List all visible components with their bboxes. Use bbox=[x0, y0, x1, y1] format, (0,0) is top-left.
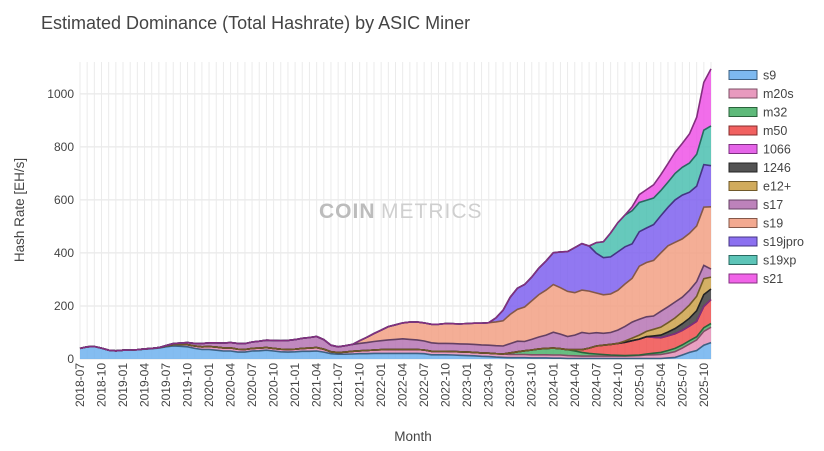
x-tick-label: 2023-01 bbox=[460, 363, 474, 407]
legend-label-1066: 1066 bbox=[763, 143, 791, 157]
x-axis-title: Month bbox=[394, 429, 432, 444]
watermark-coin: COIN bbox=[319, 200, 376, 223]
legend-label-1246: 1246 bbox=[763, 161, 791, 175]
legend-swatch-s19 bbox=[728, 218, 758, 228]
legend-label-m32: m32 bbox=[763, 106, 787, 120]
legend-swatch-e12+ bbox=[728, 181, 758, 191]
legend-swatch-m50 bbox=[728, 125, 758, 136]
series-lines bbox=[79, 68, 712, 360]
x-axis-ticks: 2018-07 2018-10 2019-01 2019-04 2019-07 2019-… bbox=[73, 363, 711, 407]
y-tick-label: 0 bbox=[67, 352, 74, 366]
area-m20s bbox=[80, 327, 711, 359]
y-tick-label: 800 bbox=[54, 140, 74, 154]
y-tick-label: 400 bbox=[54, 246, 74, 260]
x-tick-label: 2020-07 bbox=[245, 363, 259, 407]
legend-swatch-s19jpro bbox=[728, 236, 758, 247]
watermark-metrics: METRICS bbox=[381, 200, 483, 223]
x-tick-label: 2020-01 bbox=[202, 363, 216, 407]
legend-swatch-s17 bbox=[728, 199, 758, 210]
area-m50 bbox=[80, 299, 711, 356]
coinmetrics-watermark: COIN METRICS bbox=[319, 200, 483, 223]
legend-swatch-m20s bbox=[728, 88, 758, 99]
x-tick-label: 2025-07 bbox=[675, 363, 689, 407]
x-tick-label: 2023-04 bbox=[482, 363, 496, 407]
line-s9 bbox=[79, 341, 712, 360]
legend-label-m20s: m20s bbox=[763, 87, 794, 101]
legend-label-s9: s9 bbox=[763, 69, 776, 83]
legend-label-s19jpro: s19jpro bbox=[763, 235, 804, 249]
legend-swatch-1246 bbox=[728, 162, 758, 173]
x-tick-label: 2025-04 bbox=[654, 363, 668, 407]
x-tick-label: 2023-10 bbox=[525, 363, 539, 407]
chart-title: Estimated Dominance (Total Hashrate) by … bbox=[41, 13, 471, 33]
legend-label-s21: s21 bbox=[763, 272, 783, 286]
x-tick-label: 2024-01 bbox=[546, 363, 560, 407]
area-s19 bbox=[80, 206, 711, 351]
x-tick-label: 2024-07 bbox=[589, 363, 603, 407]
area-s19jpro bbox=[80, 164, 711, 351]
x-tick-label: 2021-04 bbox=[310, 363, 324, 407]
x-tick-label: 2024-10 bbox=[611, 363, 625, 407]
legend-label-s17: s17 bbox=[763, 198, 783, 212]
stacked-areas bbox=[80, 68, 711, 359]
x-tick-label: 2025-01 bbox=[632, 363, 646, 407]
x-tick-label: 2024-04 bbox=[568, 363, 582, 407]
legend-label-s19xp: s19xp bbox=[763, 254, 796, 268]
legend-swatch-s21 bbox=[728, 273, 758, 284]
y-tick-label: 1000 bbox=[47, 87, 74, 101]
legend-swatch-s19xp bbox=[728, 255, 758, 265]
x-tick-label: 2018-10 bbox=[95, 363, 109, 407]
x-tick-label: 2021-07 bbox=[331, 363, 345, 407]
x-tick-label: 2019-07 bbox=[159, 363, 173, 407]
x-tick-label: 2020-10 bbox=[267, 363, 281, 407]
legend-label-e12+: e12+ bbox=[763, 180, 791, 194]
x-tick-label: 2021-01 bbox=[288, 363, 302, 407]
x-tick-label: 2022-07 bbox=[417, 363, 431, 407]
area-s9 bbox=[80, 342, 711, 359]
x-tick-label: 2018-07 bbox=[73, 363, 87, 407]
y-axis-title: Hash Rate [EH/s] bbox=[12, 158, 27, 262]
y-tick-label: 600 bbox=[54, 193, 74, 207]
line-s21 bbox=[79, 68, 712, 352]
legend-label-s19: s19 bbox=[763, 217, 783, 231]
legend-swatch-s9 bbox=[728, 70, 758, 80]
legend: s9 m20s m32 m50 1066 1246 e12+ s17 s19 s19jpro s19… bbox=[728, 69, 804, 286]
legend-swatch-1066 bbox=[728, 144, 758, 154]
x-tick-label: 2022-10 bbox=[439, 363, 453, 407]
x-tick-label: 2019-04 bbox=[138, 363, 152, 407]
x-tick-label: 2020-04 bbox=[224, 363, 238, 407]
x-tick-label: 2022-01 bbox=[374, 363, 388, 407]
x-tick-label: 2023-07 bbox=[503, 363, 517, 407]
x-tick-label: 2022-04 bbox=[396, 363, 410, 407]
legend-label-m50: m50 bbox=[763, 124, 787, 138]
legend-swatch-m32 bbox=[728, 107, 758, 117]
y-axis-ticks: 0 200 400 600 800 1000 bbox=[47, 87, 74, 366]
y-tick-label: 200 bbox=[54, 299, 74, 313]
x-tick-label: 2025-10 bbox=[697, 363, 711, 407]
line-e12+ bbox=[79, 276, 712, 355]
x-tick-label: 2019-01 bbox=[116, 363, 130, 407]
x-tick-label: 2021-10 bbox=[353, 363, 367, 407]
x-tick-label: 2019-10 bbox=[181, 363, 195, 407]
